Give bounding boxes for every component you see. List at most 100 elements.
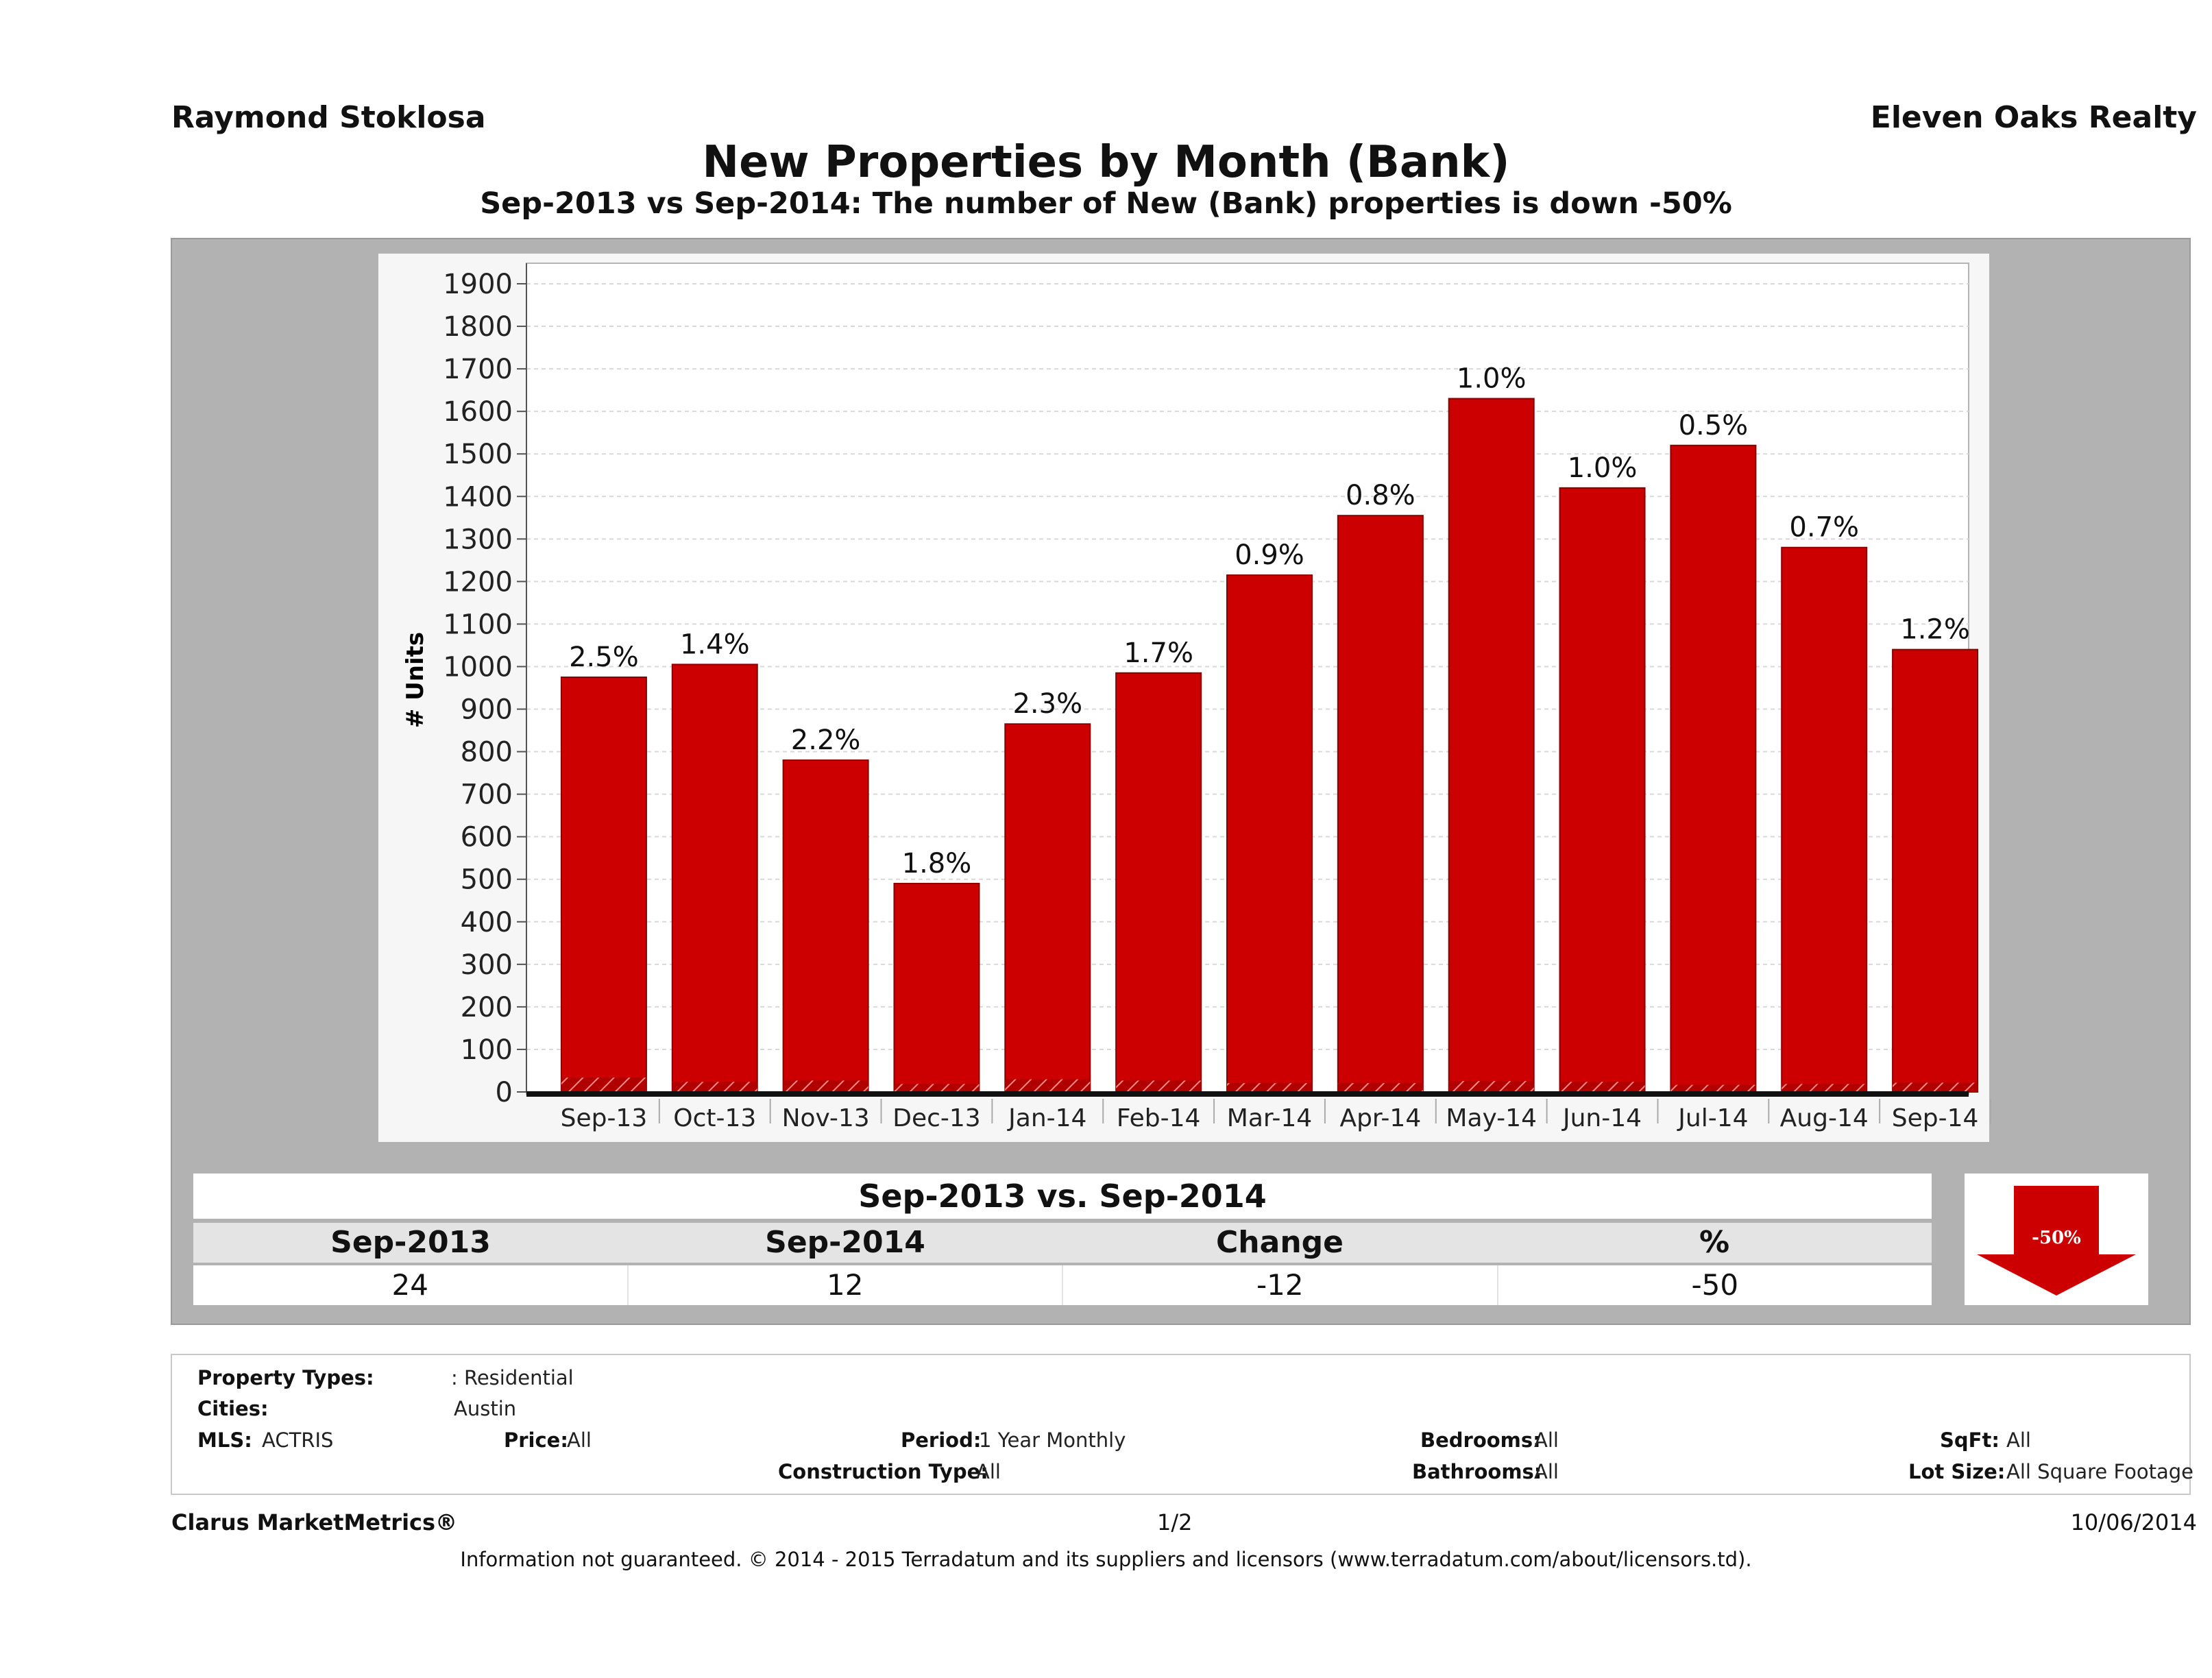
cities-label: Cities: [197,1397,269,1420]
bar-total [782,759,869,1093]
bar-total [1781,546,1868,1093]
bar-data-label: 1.4% [680,629,750,660]
x-tick-label: Oct-13 [673,1104,756,1132]
property-types-label: Property Types: [197,1366,374,1389]
summary-value-percent: -50 [1691,1268,1739,1302]
sqft-value: All [2006,1428,2031,1452]
x-tick-label: May-14 [1446,1104,1537,1132]
y-tick-label: 500 [461,864,513,896]
filter-panel [171,1354,2191,1495]
bar-data-label: 2.2% [791,725,861,756]
bar-bank [783,1080,868,1092]
y-tick-label: 400 [461,907,513,938]
mls-label: MLS: [197,1428,252,1452]
bar-data-label: 0.7% [1789,512,1859,544]
bar-data-label: 0.5% [1679,410,1749,441]
brokerage-name: Eleven Oaks Realty [1870,100,2197,135]
y-tick-label: 600 [461,822,513,853]
x-tick-label: Mar-14 [1227,1104,1312,1132]
bathrooms-label: Bathrooms: [1412,1460,1542,1483]
bedrooms-label: Bedrooms: [1420,1428,1541,1452]
property-types-value: : Residential [451,1366,574,1389]
bar-bank [1893,1082,1978,1092]
x-tick-label: Sep-14 [1892,1104,1979,1132]
period-label: Period: [901,1428,982,1452]
x-tick-label: Jun-14 [1561,1104,1642,1132]
bar-bank [1782,1084,1867,1092]
footer-brand: Clarus MarketMetrics® [171,1509,458,1535]
bar-data-label: 0.8% [1346,480,1415,511]
bar-total [671,664,758,1093]
y-tick-label: 1200 [443,566,513,598]
disclaimer: Information not guaranteed. © 2014 - 201… [460,1548,1752,1571]
bar-total [1448,398,1535,1093]
down-arrow-icon: -50% [1977,1186,2136,1296]
report-date: 10/06/2014 [2070,1509,2197,1535]
y-tick-label: 100 [461,1034,513,1066]
x-tick-label: Sep-13 [561,1104,648,1132]
bar-data-label: 1.7% [1123,637,1193,669]
y-tick-label: 1700 [443,354,513,385]
y-tick-label: 1400 [443,481,513,513]
x-tick-label: Nov-13 [782,1104,870,1132]
y-tick-label: 1000 [443,651,513,683]
bar-total [1337,515,1424,1093]
bar-data-label: 2.3% [1012,688,1082,720]
x-tick-label: Dec-13 [892,1104,980,1132]
bar-bank [1448,1081,1534,1092]
x-tick-label: Feb-14 [1117,1104,1201,1132]
chart-subtitle: Sep-2013 vs Sep-2014: The number of New … [480,186,1732,221]
bar-total [1226,574,1313,1093]
period-value: 1 Year Monthly [979,1428,1126,1452]
bar-chart: 0 100 200 300 400 500 600 700 800 900 1000 1100 1200… [378,254,1989,1142]
y-tick-label: 1900 [443,269,513,300]
bathrooms-value: All [1534,1460,1559,1483]
y-tick-label: 900 [461,694,513,726]
y-tick-label: 300 [461,949,513,981]
summary-heading: Sep-2013 vs. Sep-2014 [193,1174,1932,1219]
y-axis-label: # Units [402,632,429,728]
construction-type-value: All [976,1460,1001,1483]
bar-bank [672,1082,757,1092]
page-number: 1/2 [1157,1509,1193,1535]
summary-value-end: 12 [629,1265,1063,1305]
price-value: All [567,1428,592,1452]
lot-size-label: Lot Size: [1908,1460,2006,1483]
y-tick-label: 1500 [443,439,513,470]
x-tick-label: Aug-14 [1780,1104,1869,1132]
bar-bank [561,1078,646,1092]
y-tick-label: 1600 [443,396,513,428]
bar-total [1115,672,1202,1093]
x-tick-label: Jul-14 [1677,1104,1748,1132]
agent-name: Raymond Stoklosa [171,100,486,135]
summary-value-start: 24 [193,1265,629,1305]
trend-badge-label: -50% [2032,1228,2081,1248]
summary-col-change: Change [1216,1225,1344,1260]
bar-bank [1227,1083,1312,1092]
bar-total [1670,444,1757,1093]
mls-value: ACTRIS [262,1428,334,1452]
bar-total [560,676,647,1093]
y-tick-label: 200 [461,992,513,1023]
bar-bank [1670,1084,1756,1092]
summary-col-percent: % [1699,1225,1730,1260]
bar-data-label: 1.8% [902,848,972,879]
bar-bank [1005,1079,1091,1092]
summary-col-end: Sep-2014 [765,1225,925,1260]
x-tick-label: Apr-14 [1339,1104,1421,1132]
bar-bank [1337,1083,1423,1092]
chart-title: New Properties by Month (Bank) [702,137,1510,188]
bar-bank [1559,1082,1645,1092]
bar-total [893,882,980,1093]
bar-total [1559,487,1646,1093]
summary-col-start: Sep-2013 [330,1225,491,1260]
sqft-label: SqFt: [1940,1428,2000,1452]
y-tick-label: 800 [461,737,513,768]
x-tick-label: Jan-14 [1007,1104,1086,1132]
bar-data-label: 1.0% [1568,452,1638,484]
summary-column-headers: Sep-2013 Sep-2014 Change % [193,1223,1932,1263]
y-tick-label: 1100 [443,609,513,640]
bar-bank [1116,1080,1202,1092]
bar-data-label: 2.5% [569,642,639,673]
price-label: Price: [504,1428,568,1452]
